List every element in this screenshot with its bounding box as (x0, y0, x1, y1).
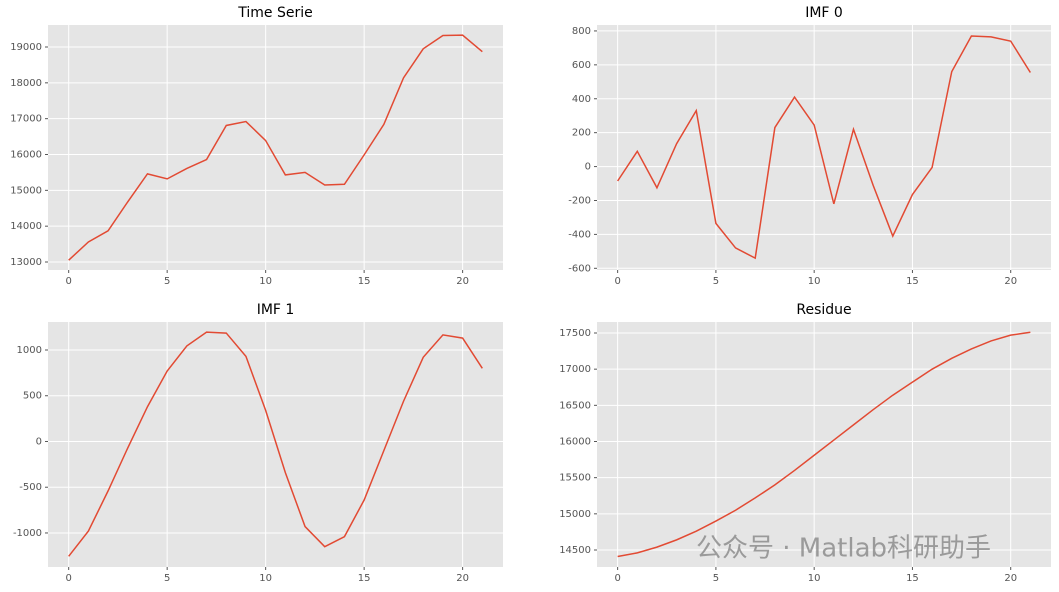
plot-area (48, 322, 503, 567)
x-tick-label: 15 (906, 573, 919, 584)
x-tick-label: 5 (713, 573, 719, 584)
y-tick-label: 800 (572, 26, 591, 37)
y-tick-label: 16000 (10, 150, 42, 161)
plot-area (48, 25, 503, 270)
chart-title: IMF 1 (257, 302, 295, 318)
y-tick-label: -600 (568, 263, 591, 274)
series-line (617, 35, 1031, 260)
y-tick-label: 16500 (559, 400, 591, 411)
y-tick-label: 1000 (17, 345, 42, 356)
y-tick-label: -400 (568, 229, 591, 240)
x-tick-label: 0 (614, 573, 620, 584)
x-tick-label: 20 (456, 276, 469, 287)
x-tick-label: 5 (164, 276, 170, 287)
plot-area (597, 25, 1051, 270)
y-tick-label: 13000 (10, 257, 42, 268)
y-tick-label: 17000 (559, 364, 591, 375)
series-line (617, 331, 1031, 558)
series-line (68, 331, 483, 557)
x-tick-label: 20 (1004, 573, 1017, 584)
x-tick-label: 10 (808, 276, 821, 287)
x-tick-label: 0 (65, 276, 71, 287)
y-tick-label: 14000 (10, 221, 42, 232)
x-tick-label: 0 (614, 276, 620, 287)
chart-title: Time Serie (237, 5, 312, 21)
y-tick-label: 17500 (559, 328, 591, 339)
y-tick-label: 16000 (559, 436, 591, 447)
x-tick-label: 15 (358, 276, 371, 287)
x-tick-label: 10 (259, 276, 272, 287)
y-tick-label: 14500 (559, 545, 591, 556)
y-tick-label: 18000 (10, 78, 42, 89)
plot-area (597, 322, 1051, 567)
y-tick-label: 15000 (10, 185, 42, 196)
x-tick-label: 5 (164, 573, 170, 584)
x-tick-label: 5 (713, 276, 719, 287)
x-tick-label: 20 (1004, 276, 1017, 287)
x-tick-label: 10 (808, 573, 821, 584)
x-tick-label: 15 (906, 276, 919, 287)
watermark: 公众号 · Matlab科研助手 (696, 534, 991, 564)
y-tick-label: 200 (572, 128, 591, 139)
x-tick-label: 20 (456, 573, 469, 584)
y-tick-label: 15500 (559, 473, 591, 484)
chart-title: Residue (796, 302, 851, 318)
x-tick-label: 0 (65, 573, 71, 584)
y-tick-label: 19000 (10, 42, 42, 53)
y-tick-label: -200 (568, 195, 591, 206)
x-tick-label: 10 (259, 573, 272, 584)
y-tick-label: 0 (585, 162, 591, 173)
y-tick-label: -1000 (13, 528, 42, 539)
x-tick-label: 15 (358, 573, 371, 584)
y-tick-label: 600 (572, 60, 591, 71)
y-tick-label: 0 (36, 436, 42, 447)
series-line (68, 34, 483, 261)
y-tick-label: 400 (572, 94, 591, 105)
y-tick-label: -500 (19, 482, 42, 493)
chart-title: IMF 0 (805, 5, 843, 21)
y-tick-label: 15000 (559, 509, 591, 520)
y-tick-label: 17000 (10, 114, 42, 125)
y-tick-label: 500 (23, 391, 42, 402)
